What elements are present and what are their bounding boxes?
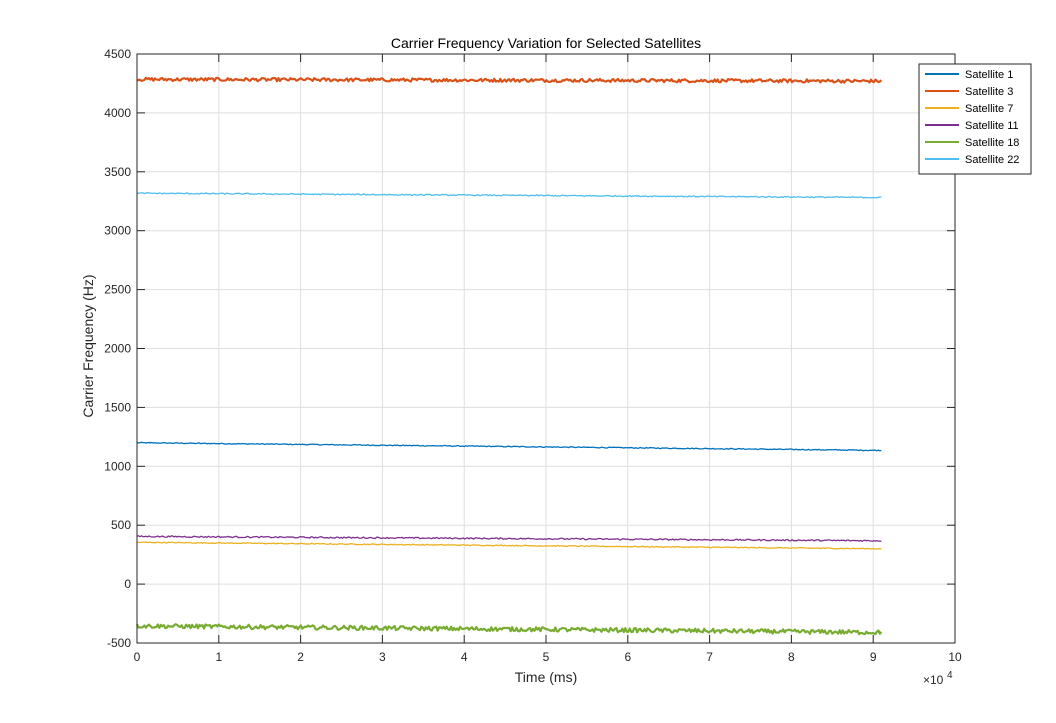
y-tick-label: 2000 [104,342,131,356]
y-tick-label: 3500 [104,165,131,179]
x-tick-label: 3 [379,650,386,664]
x-tick-label: 2 [297,650,304,664]
y-axis-label: Carrier Frequency (Hz) [80,274,96,417]
legend-label-satellite-3: Satellite 3 [965,86,1013,98]
y-tick-label: 500 [111,518,131,532]
series-line-satellite-11 [136,535,882,542]
x-tick-label: 1 [215,650,222,664]
legend-label-satellite-7: Satellite 7 [965,103,1013,115]
x-tick-label: 6 [624,650,631,664]
x-tick-label: 7 [706,650,713,664]
x-tick-label: 10 [948,650,962,664]
x-tick-label: 4 [461,650,468,664]
legend-label-satellite-1: Satellite 1 [965,69,1013,81]
series-layer [135,76,883,636]
x-tick-label: 9 [870,650,877,664]
y-tick-label: -500 [107,636,131,650]
x-axis-multiplier-base: ×10 [923,673,944,687]
y-tick-label: 4000 [104,106,131,120]
x-tick-label: 0 [134,650,141,664]
legend-label-satellite-18: Satellite 18 [965,137,1019,149]
y-tick-label: 3000 [104,224,131,238]
legend-label-satellite-22: Satellite 22 [965,154,1019,166]
legend-label-satellite-11: Satellite 11 [965,120,1019,132]
legend: Satellite 1 Satellite 3 Satellite 7 Satelli… [918,63,1032,175]
x-axis-multiplier: ×10 4 [923,670,953,687]
y-tick-label: 1500 [104,400,131,414]
ticks: 0 1 2 3 4 5 6 7 8 9 10-500050010001500200025003000… [104,47,962,664]
x-axis-label: Time (ms) [515,669,577,685]
series-line-satellite-3 [136,76,883,84]
chart-title: Carrier Frequency Variation for Selected… [391,35,701,51]
y-tick-label: 2500 [104,283,131,297]
legend-box [918,63,1032,175]
x-axis-multiplier-exponent: 4 [947,670,953,681]
x-tick-label: 5 [543,650,550,664]
series-line-satellite-22 [136,192,882,199]
series-line-satellite-18 [135,623,883,636]
series-line-satellite-1 [136,441,882,452]
y-tick-label: 1000 [104,459,131,473]
series-line-satellite-7 [137,541,882,550]
x-tick-label: 8 [788,650,795,664]
y-tick-label: 4500 [104,47,131,61]
y-tick-label: 0 [124,577,131,591]
